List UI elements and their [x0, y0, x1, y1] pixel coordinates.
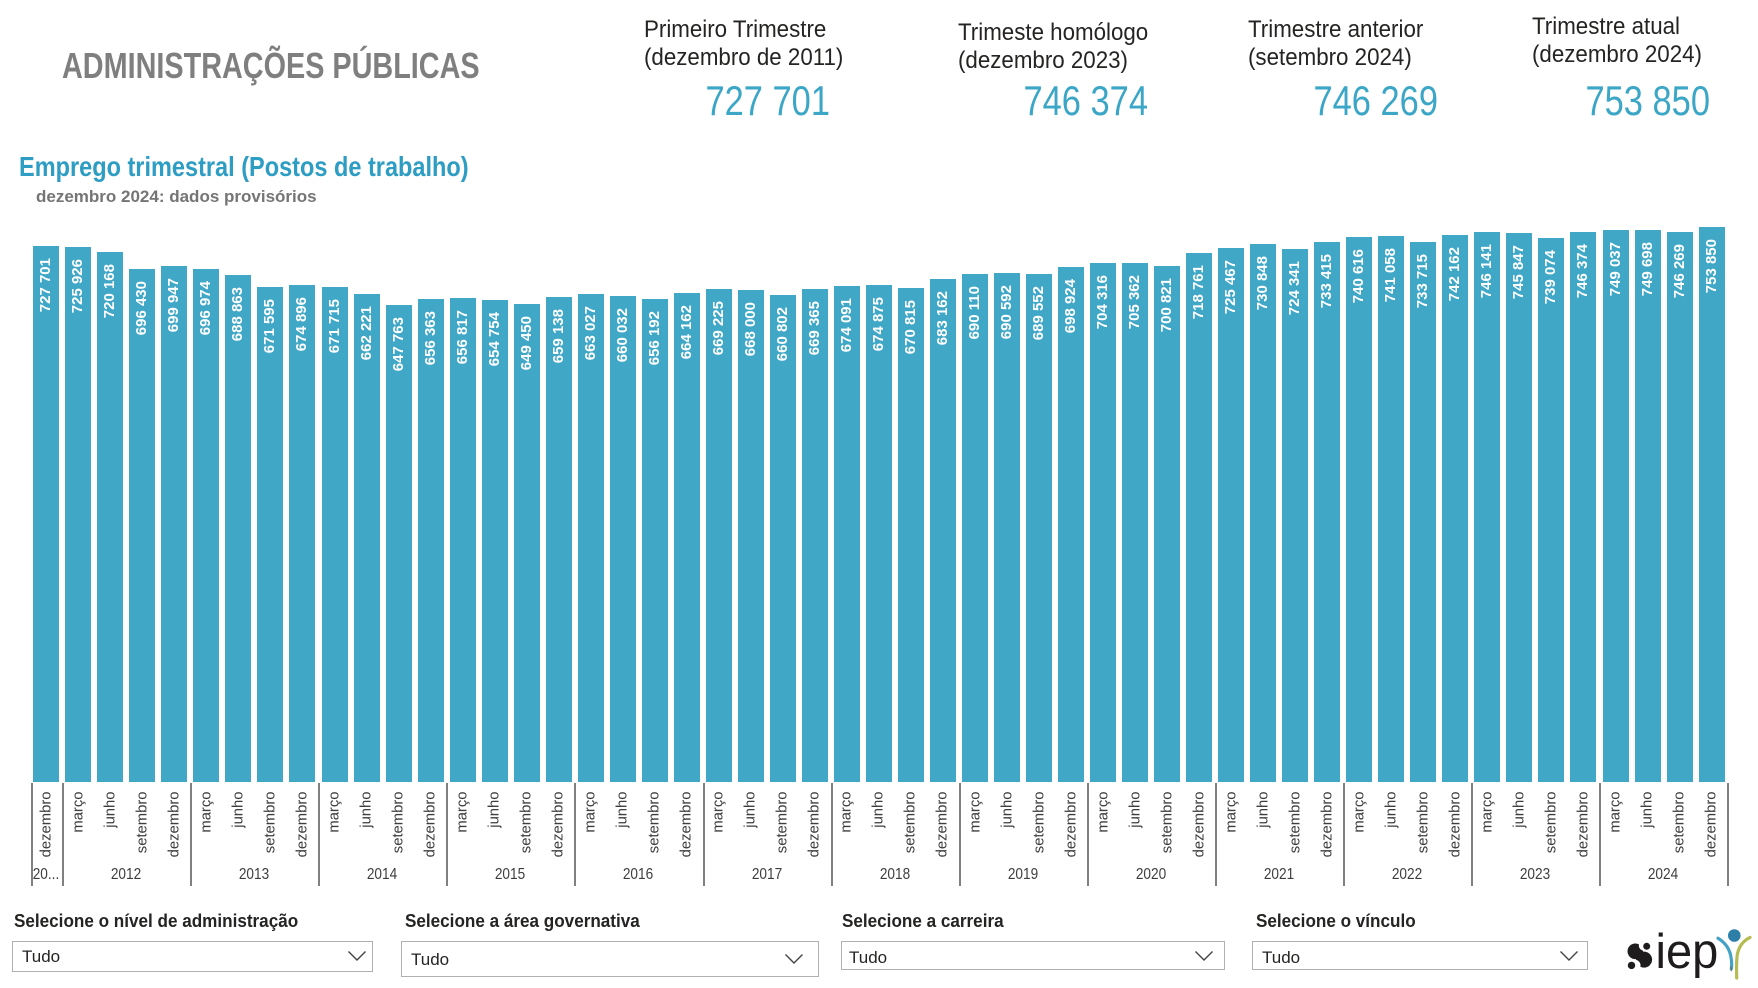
svg-text:iep: iep	[1656, 925, 1719, 979]
